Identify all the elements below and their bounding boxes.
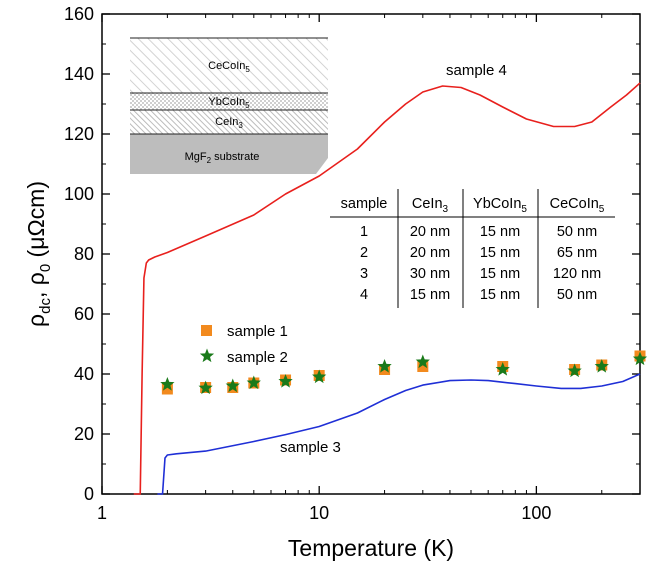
legend: sample 1 sample 2 xyxy=(199,323,288,366)
table-cell: 30 nm xyxy=(410,266,450,282)
table-cell: 2 xyxy=(360,245,368,261)
y-tick-label: 120 xyxy=(64,124,94,144)
table-cell: 4 xyxy=(360,287,368,303)
legend-label-sample-2: sample 2 xyxy=(227,349,288,366)
table-cell: 15 nm xyxy=(480,266,520,282)
y-tick-label: 100 xyxy=(64,184,94,204)
layer-label-substrate: MgF2 substrate xyxy=(185,151,260,165)
point-sample-2 xyxy=(312,369,327,384)
table-header-ybcoin5: YbCoIn5 xyxy=(473,196,527,215)
layer-substrate xyxy=(130,134,328,174)
label-sample-4: sample 4 xyxy=(446,62,507,79)
table-header-sample: sample xyxy=(341,196,388,212)
thickness-table: sample CeIn3 YbCoIn5 CeCoIn5 1 20 nm 15 nm… xyxy=(330,189,615,308)
point-sample-2 xyxy=(377,359,392,373)
y-tick-label: 160 xyxy=(64,4,94,24)
y-tick-label: 60 xyxy=(74,304,94,324)
point-sample-2 xyxy=(594,359,609,373)
table-cell: 65 nm xyxy=(557,245,597,261)
y-tick-label: 0 xyxy=(84,484,94,504)
table-header-cein3: CeIn3 xyxy=(412,196,449,215)
table-cell: 50 nm xyxy=(557,287,597,303)
y-tick-label: 40 xyxy=(74,364,94,384)
point-sample-2 xyxy=(160,377,175,391)
table-cell: 3 xyxy=(360,266,368,282)
table-body: 1 20 nm 15 nm 50 nm2 20 nm 15 nm 65 nm3 30 nm 15… xyxy=(360,224,601,303)
point-sample-2 xyxy=(415,354,430,369)
table-cell: 20 nm xyxy=(410,224,450,240)
point-sample-2 xyxy=(278,374,293,388)
point-sample-2 xyxy=(198,380,213,395)
y-tick-label: 140 xyxy=(64,64,94,84)
table-cell: 1 xyxy=(360,224,368,240)
y-tick-label: 20 xyxy=(74,424,94,444)
point-sample-2 xyxy=(246,375,261,390)
point-sample-2 xyxy=(632,351,648,366)
curve-sample-3 xyxy=(157,373,641,495)
table-cell: 120 nm xyxy=(553,266,601,282)
x-axis-title: Temperature (K) xyxy=(288,535,454,561)
curve-sample-4 xyxy=(133,82,641,495)
point-sample-2 xyxy=(567,363,582,378)
table-cell: 15 nm xyxy=(480,245,520,261)
layer-label-ybcoin5: YbCoIn5 xyxy=(208,96,250,110)
legend-marker-sample-1 xyxy=(201,325,212,336)
axis-ticks xyxy=(101,13,641,495)
table-header-cecoin5: CeCoIn5 xyxy=(550,196,605,215)
point-sample-1 xyxy=(161,383,173,395)
legend-label-sample-1: sample 1 xyxy=(227,323,288,340)
legend-marker-sample-2 xyxy=(199,348,215,363)
layer-label-cein3: CeIn3 xyxy=(215,116,243,130)
table-cell: 15 nm xyxy=(480,287,520,303)
axis-tick-labels: 0 20 40 60 80 100 120 140 160 1 10 100 xyxy=(64,4,551,523)
point-sample-2 xyxy=(225,378,240,393)
y-axis-title: ρdc, ρ0 (μΩcm) xyxy=(23,181,54,327)
point-sample-2 xyxy=(495,362,510,376)
markers xyxy=(160,350,648,395)
layer-label-cecoin5: CeCoIn5 xyxy=(208,60,250,74)
point-sample-1 xyxy=(417,361,429,372)
layer-cein3 xyxy=(130,110,328,134)
x-tick-label: 100 xyxy=(521,503,551,523)
x-tick-label: 10 xyxy=(309,503,329,523)
layer-stack-inset: CeCoIn5 YbCoIn5 CeIn3 MgF2 substrate xyxy=(130,37,328,174)
table-cell: 15 nm xyxy=(480,224,520,240)
x-tick-label: 1 xyxy=(97,503,107,523)
layer-cecoin5 xyxy=(130,38,328,93)
table-cell: 15 nm xyxy=(410,287,450,303)
label-sample-3: sample 3 xyxy=(280,439,341,456)
table-cell: 50 nm xyxy=(557,224,597,240)
layer-ybcoin5 xyxy=(130,93,328,110)
table-cell: 20 nm xyxy=(410,245,450,261)
y-tick-label: 80 xyxy=(74,244,94,264)
curves xyxy=(133,82,641,495)
